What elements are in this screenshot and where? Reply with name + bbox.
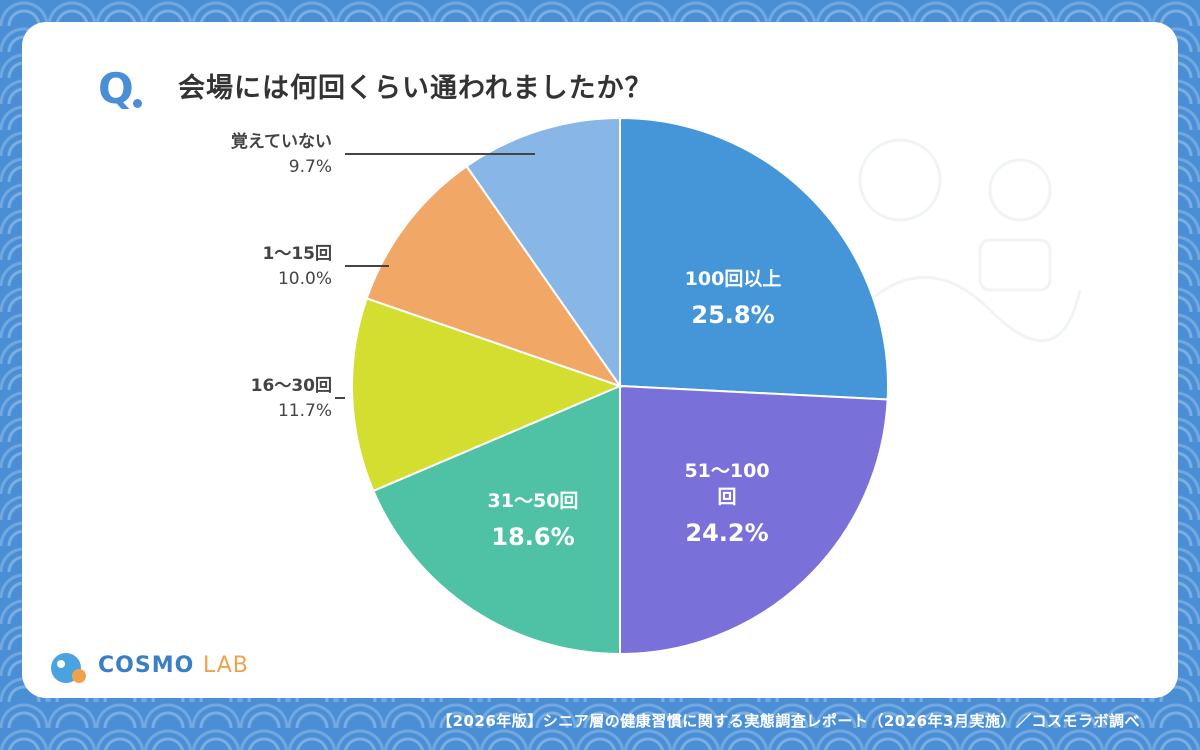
- slice-label-1-15: 1〜15回: [262, 244, 333, 264]
- slice-label-51-100-line2: 回: [717, 486, 737, 508]
- label-slice-6: 覚えていない 9.7%: [152, 130, 332, 180]
- cosmo-lab-logo: [51, 653, 86, 683]
- slice-value-oboeteinai: 9.7%: [288, 157, 332, 177]
- leader-line-oboeteinai: [345, 153, 535, 155]
- leader-line-16-30: [335, 397, 345, 399]
- question-text: 会場には何回くらい通われましたか？: [178, 73, 653, 104]
- label-slice-4: 16〜30回 11.7%: [152, 374, 332, 424]
- logo-brand: COSMO: [98, 653, 195, 678]
- label-slice-1: 100回以上 25.8%: [685, 266, 782, 332]
- pie-slice-4: [351, 297, 623, 493]
- decorative-illustration: [848, 138, 1082, 343]
- pie-slice-2: [619, 384, 889, 656]
- pie-slice-6: [465, 116, 621, 390]
- question-mark-dot: [133, 99, 142, 108]
- slice-value-1-15: 10.0%: [277, 269, 332, 289]
- label-slice-2: 51〜100 回 24.2%: [684, 458, 769, 550]
- slice-label-16-30: 16〜30回: [250, 376, 332, 396]
- slice-label-31-50: 31〜50回: [487, 490, 579, 512]
- question-mark: Q: [98, 64, 134, 113]
- pie-slice-1: [619, 116, 889, 401]
- slice-label-100plus: 100回以上: [684, 268, 782, 290]
- leader-line-1-15: [345, 265, 389, 267]
- slice-value-51-100: 24.2%: [685, 519, 769, 547]
- slice-value-16-30: 11.7%: [277, 401, 332, 421]
- pie-slice-5: [365, 164, 623, 388]
- logo-suffix: LAB: [202, 653, 249, 678]
- label-slice-3: 31〜50回 18.6%: [488, 488, 579, 554]
- slice-label-oboeteinai: 覚えていない: [230, 132, 332, 152]
- label-slice-5: 1〜15回 10.0%: [152, 242, 333, 292]
- logo-text: COSMO LAB: [98, 653, 249, 678]
- source-footer: 【2026年版】シニア層の健康習慣に関する実態調査レポート（2026年3月実施）…: [437, 712, 1140, 730]
- slice-value-100plus: 25.8%: [691, 301, 775, 329]
- slice-label-51-100-line1: 51〜100: [684, 460, 770, 482]
- pie-slice-3: [372, 384, 621, 656]
- slice-value-31-50: 18.6%: [491, 523, 575, 551]
